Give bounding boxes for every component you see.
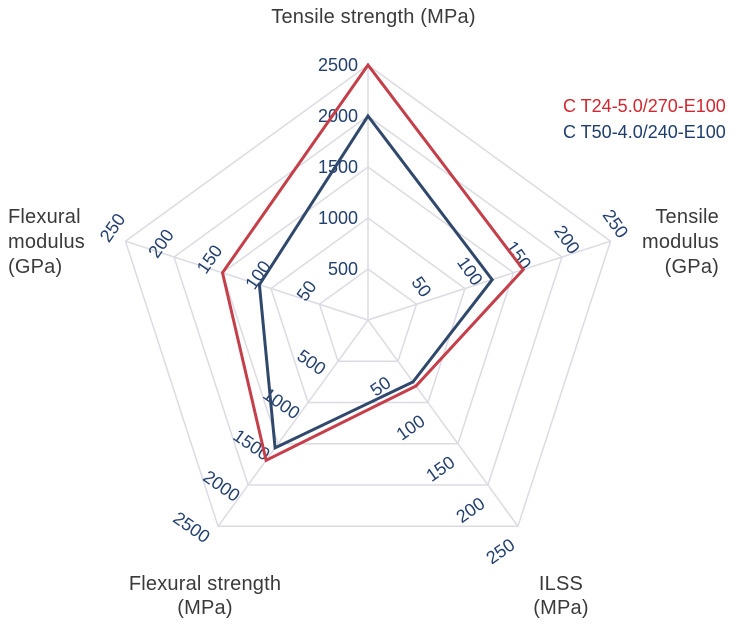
axis-title-flexural-modulus: Flexural modulus (GPa) — [8, 205, 85, 280]
legend-item-series-2: C T50-4.0/240-E100 — [563, 122, 726, 142]
tick-label-ilss-100: 100 — [393, 411, 429, 445]
legend-item-series-1: C T24-5.0/270-E100 — [563, 96, 726, 116]
radar-grid-spokes — [125, 65, 611, 527]
tick-label-ilss-200: 200 — [452, 493, 488, 527]
tick-label-ilss-250: 250 — [482, 535, 518, 569]
axis-title-tensile-modulus: Tensile modulus (GPa) — [642, 205, 719, 280]
axis-title-flexural-strength: Flexural strength (MPa) — [105, 572, 305, 620]
tick-label-flexural-strength-2500: 2500 — [169, 508, 213, 547]
grid-ring — [173, 115, 563, 486]
axis-title-line: Tensile — [655, 206, 719, 228]
tick-label-tensile-strength-2500: 2500 — [318, 55, 358, 75]
tick-label-flexural-modulus-250: 250 — [96, 210, 130, 246]
grid-ring — [221, 166, 515, 445]
tick-label-tensile-strength-500: 500 — [328, 259, 358, 279]
axis-title-line: ILSS — [538, 573, 584, 595]
axis-title-ilss: ILSS (MPa) — [461, 572, 661, 620]
tick-label-ilss-150: 150 — [422, 452, 458, 486]
axis-title-line: (GPa) — [664, 256, 719, 278]
tick-label-tensile-strength-1000: 1000 — [318, 208, 358, 228]
tick-label-tensile-strength-1500: 1500 — [318, 157, 358, 177]
tick-label-tensile-modulus-50: 50 — [407, 273, 435, 301]
axis-title-line: (MPa) — [533, 597, 589, 619]
axis-title-line: modulus — [8, 231, 85, 253]
axis-spoke-tensile-modulus — [367, 240, 611, 321]
axis-spoke-ilss — [367, 319, 519, 527]
axis-title-line: Flexural — [8, 206, 81, 228]
axis-title-line: (GPa) — [8, 256, 63, 278]
series-polygon-1 — [220, 62, 526, 463]
legend: C T24-5.0/270-E100 C T50-4.0/240-E100 — [563, 93, 726, 145]
grid-ring — [318, 268, 418, 363]
axis-title-line: Tensile strength (MPa) — [271, 6, 476, 28]
tick-label-flexural-modulus-50: 50 — [293, 277, 321, 305]
axis-title-line: (MPa) — [177, 597, 233, 619]
axis-spoke-flexural-strength — [217, 319, 369, 527]
grid-ring — [124, 64, 612, 528]
radar-grid-rings — [124, 64, 612, 528]
radar-series — [220, 62, 526, 463]
axis-title-line: Flexural strength — [128, 573, 282, 595]
axis-spoke-flexural-modulus — [125, 240, 369, 321]
axis-title-tensile-strength: Tensile strength (MPa) — [0, 5, 747, 30]
axis-title-line: modulus — [642, 231, 719, 253]
series-polygon-2 — [257, 113, 495, 451]
